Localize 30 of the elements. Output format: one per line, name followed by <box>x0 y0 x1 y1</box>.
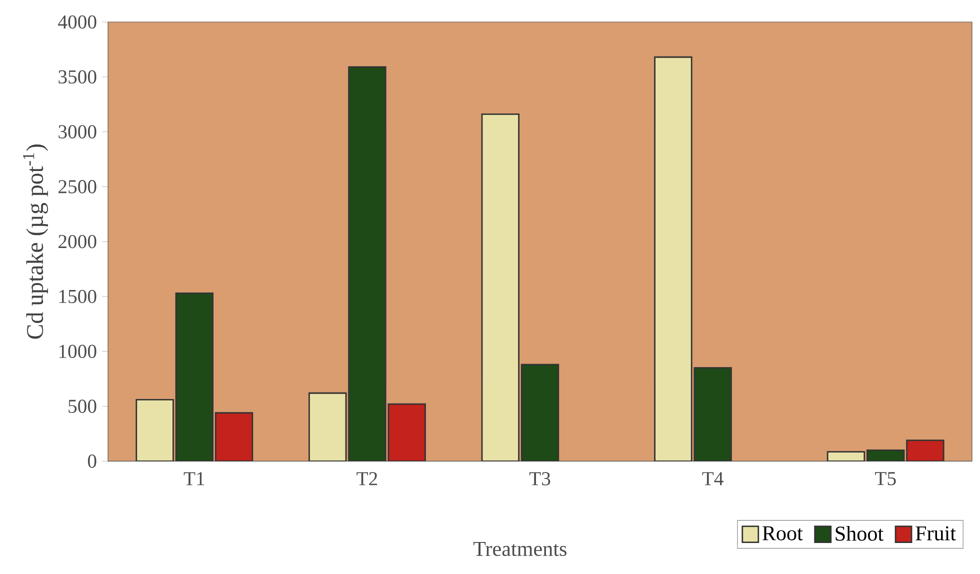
bar <box>388 403 426 462</box>
x-tick-label: T4 <box>702 472 724 486</box>
bar <box>654 56 692 462</box>
y-tick-label: 2000 <box>58 234 96 248</box>
y-tick-label: 4000 <box>58 15 96 29</box>
bar <box>520 364 560 462</box>
y-tick-label: 500 <box>68 400 96 413</box>
y-tick-label: 1000 <box>59 344 96 358</box>
y-tick-label: 1500 <box>59 290 96 304</box>
legend-label: Shoot <box>836 526 884 541</box>
legend-label: Root <box>762 526 803 540</box>
y-tick-label: 3500 <box>58 70 96 84</box>
x-axis-title: Treatments <box>473 542 566 556</box>
bar <box>481 114 520 462</box>
y-tick-label: 2500 <box>58 180 96 194</box>
bar <box>136 398 174 462</box>
x-tick-label: T2 <box>356 472 378 486</box>
x-tick-label: T1 <box>184 472 204 486</box>
bar <box>348 66 386 462</box>
y-tick-label: 0 <box>88 454 96 468</box>
bar <box>906 440 944 462</box>
bar <box>694 367 732 462</box>
x-tick-label: T3 <box>529 472 550 486</box>
x-tick-label: T5 <box>875 472 896 486</box>
legend-label: Fruit <box>916 526 956 540</box>
y-tick-label: 3000 <box>58 125 96 138</box>
bar <box>308 392 347 462</box>
bar <box>175 292 214 462</box>
bar <box>214 412 254 462</box>
y-axis-title: Cd uptake (µg pot$^{-1}$) <box>23 144 48 339</box>
